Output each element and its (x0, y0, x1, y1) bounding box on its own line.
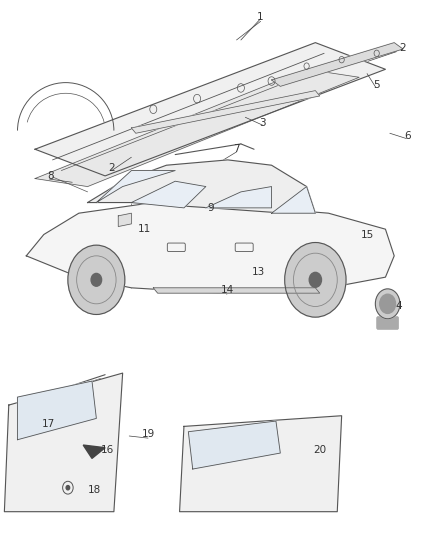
Circle shape (91, 273, 102, 286)
Polygon shape (188, 421, 280, 469)
Text: 2: 2 (399, 43, 406, 53)
Text: 11: 11 (138, 224, 151, 234)
Polygon shape (131, 181, 206, 208)
Polygon shape (18, 381, 96, 440)
Polygon shape (83, 445, 105, 458)
Circle shape (375, 289, 400, 319)
Polygon shape (35, 69, 359, 187)
Circle shape (68, 245, 125, 314)
Text: 13: 13 (252, 267, 265, 277)
Text: 2: 2 (108, 163, 115, 173)
Polygon shape (206, 187, 272, 208)
Text: 17: 17 (42, 419, 55, 429)
Text: 6: 6 (404, 131, 411, 141)
Text: 5: 5 (373, 80, 380, 90)
Text: 19: 19 (142, 430, 155, 439)
Text: 9: 9 (207, 203, 214, 213)
Text: 7: 7 (233, 144, 240, 154)
Polygon shape (96, 171, 175, 203)
Text: 1: 1 (257, 12, 264, 22)
Text: 8: 8 (47, 171, 54, 181)
Text: 18: 18 (88, 486, 101, 495)
Polygon shape (131, 91, 320, 133)
Circle shape (380, 294, 396, 313)
Text: 15: 15 (361, 230, 374, 239)
Polygon shape (180, 416, 342, 512)
Text: 3: 3 (259, 118, 266, 127)
Polygon shape (272, 187, 315, 213)
Polygon shape (153, 288, 320, 293)
Text: 20: 20 (313, 446, 326, 455)
Circle shape (66, 486, 70, 490)
Circle shape (285, 243, 346, 317)
Polygon shape (4, 373, 123, 512)
Polygon shape (272, 43, 403, 86)
FancyBboxPatch shape (377, 317, 399, 329)
Polygon shape (35, 43, 385, 176)
Polygon shape (88, 160, 315, 213)
Text: 4: 4 (395, 302, 402, 311)
Text: 14: 14 (221, 286, 234, 295)
Polygon shape (26, 203, 394, 293)
Text: 16: 16 (101, 446, 114, 455)
Polygon shape (118, 213, 131, 227)
Circle shape (309, 272, 321, 287)
